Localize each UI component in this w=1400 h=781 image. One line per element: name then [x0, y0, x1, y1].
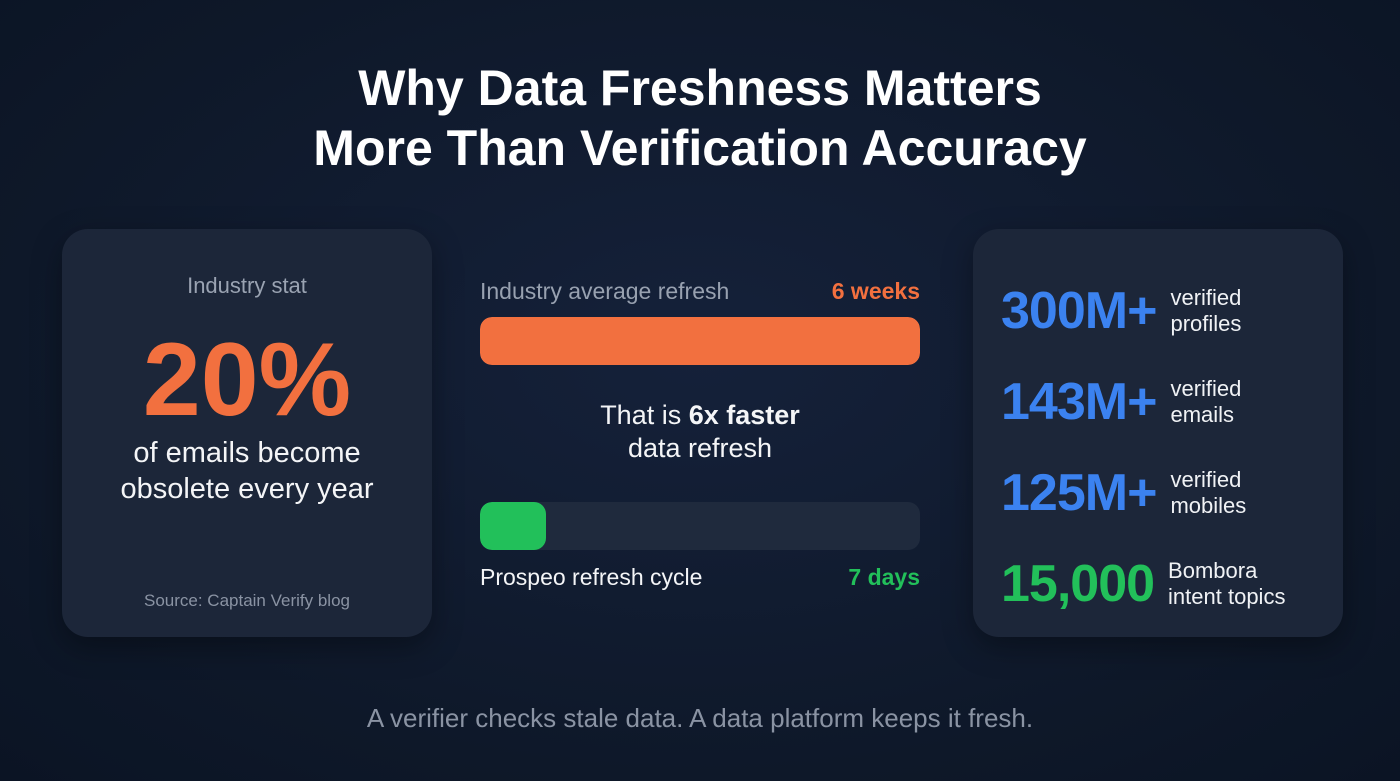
- stat-label-line2: emails: [1170, 401, 1235, 427]
- title-line-1: Why Data Freshness Matters: [358, 60, 1042, 116]
- stat-label-line1: verified: [1170, 375, 1242, 401]
- industry-bar: [480, 317, 920, 365]
- industry-value: 6 weeks: [831, 278, 920, 304]
- stat-item: 125M+ verified mobiles: [1001, 447, 1343, 538]
- source-note: Source: Captain Verify blog: [143, 591, 350, 610]
- prospeo-row: Prospeo refresh cycle 7 days: [480, 564, 920, 591]
- desc-line-1: of emails become: [133, 437, 361, 469]
- industry-bar-fill: [480, 317, 920, 365]
- refresh-comparison: Industry average refresh 6 weeks That is…: [480, 278, 920, 591]
- stats-card: 300M+ verified profiles 143M+ verified email…: [973, 229, 1343, 637]
- desc-line-2: obsolete every year: [120, 473, 374, 505]
- stat-number: 125M+: [1001, 463, 1157, 522]
- msg-prefix: That is: [600, 400, 689, 430]
- footer-tagline: A verifier checks stale data. A data pla…: [366, 703, 1034, 733]
- stat-number: 300M+: [1001, 281, 1157, 340]
- industry-row: Industry average refresh 6 weeks: [480, 278, 920, 305]
- title-line-2: More Than Verification Accuracy: [313, 120, 1087, 176]
- prospeo-value: 7 days: [848, 564, 920, 590]
- stat-number: 143M+: [1001, 372, 1157, 431]
- msg-line-2: data refresh: [627, 433, 773, 463]
- industry-stat-card: Industry stat 20% of emails become obsol…: [62, 229, 432, 637]
- stat-item: 300M+ verified profiles: [1001, 265, 1343, 356]
- stat-label-line2: profiles: [1170, 310, 1242, 336]
- page-title: Why Data Freshness Matters More Than Ver…: [0, 58, 1400, 178]
- stat-value: 20%: [142, 322, 352, 438]
- stat-label-line1: verified: [1170, 466, 1242, 492]
- stat-item: 15,000 Bombora intent topics: [1001, 538, 1343, 629]
- industry-label: Industry average refresh: [480, 278, 730, 304]
- stat-label-line1: Bombora: [1168, 557, 1258, 583]
- prospeo-bar: [480, 502, 920, 550]
- prospeo-label: Prospeo refresh cycle: [480, 564, 703, 590]
- prospeo-bar-fill: [480, 502, 546, 550]
- msg-bold: 6x faster: [688, 400, 800, 430]
- stat-item: 143M+ verified emails: [1001, 356, 1343, 447]
- stat-label-line1: verified: [1170, 284, 1242, 310]
- stat-description: of emails become obsolete every year: [62, 435, 432, 507]
- comparison-message: That is 6x faster data refresh: [480, 399, 920, 465]
- stat-label-line2: intent topics: [1168, 583, 1286, 609]
- stat-label-line2: mobiles: [1170, 492, 1247, 518]
- card-label: Industry stat: [187, 273, 307, 298]
- stat-number: 15,000: [1001, 554, 1155, 613]
